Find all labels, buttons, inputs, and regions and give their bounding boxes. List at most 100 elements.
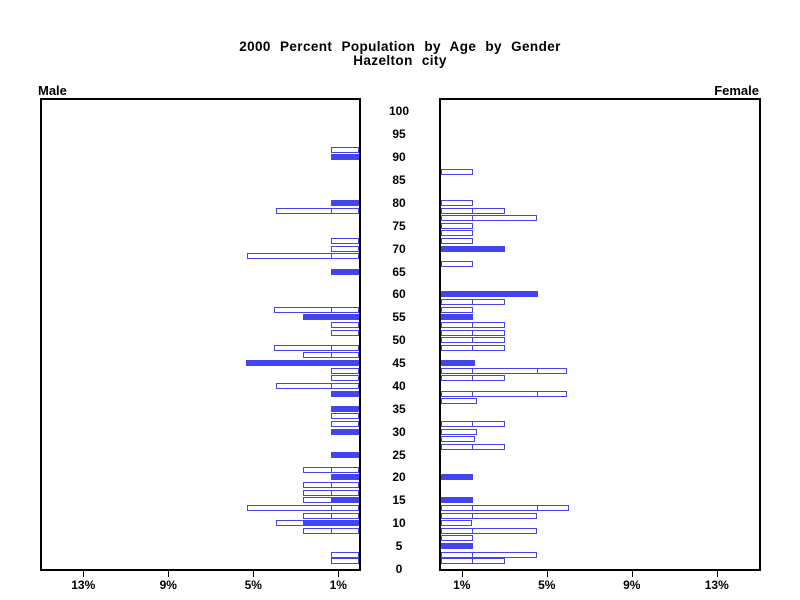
age-axis-label: 50 [392,333,406,348]
female-bar-age-50 [441,337,505,343]
male-bar-age-15 [331,497,359,503]
segment-divider [472,422,473,426]
chart-title-line2: Hazelton city [353,53,447,68]
male-pct-tick [338,571,340,577]
female-bar-age-1.75 [441,558,505,564]
female-bar-age-43.33 [441,368,567,374]
segment-divider [331,384,332,388]
segment-divider [472,376,473,380]
segment-divider [472,209,473,213]
segment-divider [537,506,538,510]
segment-divider [331,468,332,472]
female-bar-age-20 [441,474,473,480]
female-bar-age-53.33 [441,322,505,328]
male-bar-age-70 [331,246,359,252]
age-axis-label: 30 [392,424,406,439]
female-bar-age-48.33 [441,345,505,351]
age-axis-label: 20 [392,470,406,485]
segment-divider [331,529,332,533]
male-bar-age-3.08 [331,552,359,558]
segment-divider [331,209,332,213]
segment-divider [331,308,332,312]
female-bar-age-30 [441,429,477,435]
male-bar-age-53.33 [331,322,359,328]
female-bar-age-45 [441,360,475,366]
segment-divider [472,300,473,304]
male-bar-age-21.67 [303,467,359,473]
segment-divider [331,483,332,487]
female-bar-age-70 [441,246,505,252]
chart-title-line1: 2000 Percent Population by Age by Gender [239,39,561,54]
segment-divider [331,491,332,495]
age-axis-label: 90 [392,150,406,165]
age-axis-label: 60 [392,287,406,302]
segment-divider [331,353,332,357]
age-axis-label: 100 [388,104,410,119]
male-bar-age-91.67 [331,147,359,153]
female-pct-label: 5% [538,578,556,592]
segment-divider [472,331,473,335]
age-axis-label: 25 [392,447,406,462]
segment-divider [537,369,538,373]
female-pct-label: 13% [704,578,729,592]
male-bar-age-31.67 [331,421,359,427]
segment-divider [331,346,332,350]
male-pct-label: 9% [159,578,177,592]
female-pct-tick [546,571,548,577]
male-bar-age-33.33 [331,413,359,419]
segment-divider [472,559,473,563]
segment-divider [331,254,332,258]
male-pct-label: 13% [71,578,96,592]
male-bar-age-1.75 [331,558,359,564]
female-bar-age-75 [441,223,473,229]
male-pct-label: 5% [244,578,262,592]
male-bar-age-8.33 [303,528,359,534]
segment-divider [472,392,473,396]
age-axis-label: 0 [395,562,403,576]
male-bar-age-71.67 [331,238,359,244]
female-bar-age-41.67 [441,375,505,381]
female-bar-age-6.67 [441,535,473,541]
female-pct-label: 1% [453,578,471,592]
male-bar-age-25 [331,452,359,458]
male-bar-age-56.67 [274,307,359,313]
male-bar-age-41.67 [331,375,359,381]
female-bar-age-28.33 [441,436,475,442]
female-bar-age-5 [441,543,473,549]
age-axis-label: 5 [395,539,403,554]
female-bar-age-60 [441,291,538,297]
male-bar-age-78.33 [276,208,359,214]
female-bar-age-78.33 [441,208,505,214]
age-axis-label: 35 [392,401,406,416]
male-bar-age-13.33 [247,505,359,511]
male-bar-age-20 [331,474,359,480]
male-bar-age-43.33 [331,368,359,374]
segment-divider [472,346,473,350]
male-bar-age-30 [331,429,359,435]
male-bar-age-80 [331,200,359,206]
male-bar-age-90 [331,154,359,160]
male-bar-age-46.67 [303,352,359,358]
male-pct-tick [83,571,85,577]
age-axis-label: 10 [392,516,406,531]
male-bar-age-35 [331,406,359,412]
female-bar-age-56.67 [441,307,473,313]
male-bar-age-45 [246,360,359,366]
age-axis-label: 15 [392,493,406,508]
male-bar-age-48.33 [274,345,359,351]
female-bar-age-10 [441,520,472,526]
age-axis-label: 70 [392,241,406,256]
female-panel-label: Female [714,83,759,98]
female-pct-tick [631,571,633,577]
male-panel-label: Male [38,83,67,98]
female-bar-age-86.67 [441,169,473,175]
female-bar-age-38.33 [441,391,567,397]
female-bar-age-11.67 [441,513,537,519]
female-bar-age-58.33 [441,299,505,305]
male-bar-age-38.33 [331,391,359,397]
age-axis-label: 65 [392,264,406,279]
male-bar-age-68.33 [247,253,359,259]
segment-divider [472,553,473,557]
age-axis-label: 75 [392,218,406,233]
